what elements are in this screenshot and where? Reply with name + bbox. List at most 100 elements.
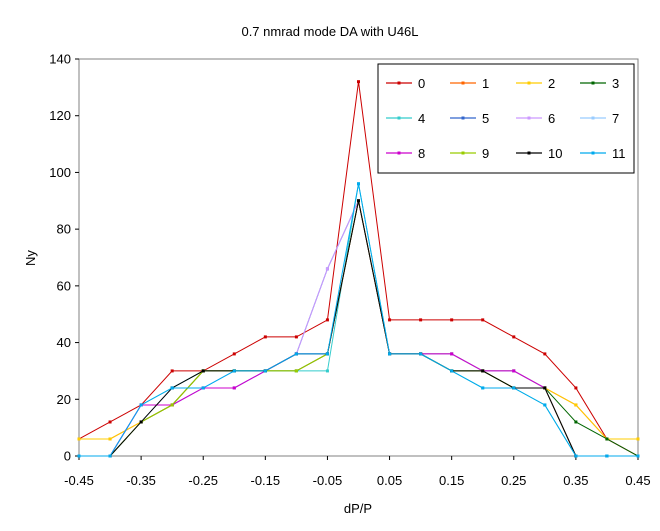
- data-point: [543, 352, 547, 356]
- data-point: [263, 335, 267, 339]
- legend-marker: [397, 81, 401, 85]
- legend-item: 2: [516, 76, 555, 91]
- legend-item: 9: [450, 146, 489, 161]
- series-group: [77, 80, 640, 458]
- legend-item: 6: [516, 111, 555, 126]
- data-point: [170, 403, 174, 407]
- legend-label: 10: [548, 146, 562, 161]
- data-point: [605, 437, 609, 441]
- legend-item: 11: [580, 146, 626, 161]
- legend-label: 0: [418, 76, 425, 91]
- data-point: [450, 352, 454, 356]
- y-tick-label: 100: [49, 165, 71, 180]
- data-point: [481, 369, 485, 373]
- data-point: [77, 454, 81, 458]
- legend-label: 7: [612, 111, 619, 126]
- y-tick-label: 20: [57, 392, 71, 407]
- legend-item: 5: [450, 111, 489, 126]
- legend-marker: [397, 116, 401, 120]
- data-point: [139, 420, 143, 424]
- data-point: [77, 437, 81, 441]
- data-point: [170, 369, 174, 373]
- x-tick-label: 0.15: [439, 473, 464, 488]
- legend-item: 0: [386, 76, 425, 91]
- x-tick-label: 0.05: [377, 473, 402, 488]
- data-point: [232, 369, 236, 373]
- legend-marker: [461, 151, 465, 155]
- x-tick-label: 0.25: [501, 473, 526, 488]
- y-tick-label: 60: [57, 278, 71, 293]
- data-point: [294, 335, 298, 339]
- data-point: [201, 369, 205, 373]
- data-point: [574, 454, 578, 458]
- data-point: [357, 80, 360, 84]
- legend-box: [377, 63, 635, 174]
- data-point: [450, 318, 454, 322]
- data-point: [512, 386, 516, 390]
- data-point: [636, 437, 640, 441]
- data-point: [232, 352, 236, 356]
- data-point: [543, 386, 547, 390]
- data-point: [263, 369, 267, 373]
- legend-label: 3: [612, 76, 619, 91]
- legend-marker: [591, 116, 595, 120]
- data-point: [574, 403, 578, 407]
- legend-label: 8: [418, 146, 425, 161]
- data-point: [108, 437, 112, 441]
- legend-label: 6: [548, 111, 555, 126]
- data-point: [232, 386, 236, 390]
- legend-marker: [591, 81, 595, 85]
- series-11: [77, 182, 640, 458]
- legend-item: 10: [516, 146, 562, 161]
- data-point: [512, 369, 516, 373]
- y-tick-label: 40: [57, 335, 71, 350]
- legend-marker: [397, 151, 401, 155]
- legend-item: 4: [386, 111, 425, 126]
- legend-marker: [461, 116, 465, 120]
- legend-marker: [461, 81, 465, 85]
- data-point: [325, 352, 329, 356]
- x-tick-label: -0.15: [251, 473, 281, 488]
- data-point: [605, 454, 609, 458]
- data-point: [388, 318, 392, 322]
- x-tick-label: -0.05: [313, 473, 343, 488]
- data-point: [108, 454, 112, 458]
- data-point: [636, 454, 640, 458]
- y-tick-label: 120: [49, 108, 71, 123]
- data-point: [170, 386, 174, 390]
- legend-label: 9: [482, 146, 489, 161]
- x-tick-label: -0.45: [64, 473, 94, 488]
- legend-label: 1: [482, 76, 489, 91]
- legend-marker: [527, 151, 531, 155]
- y-tick-label: 80: [57, 222, 71, 237]
- data-point: [419, 352, 423, 356]
- x-tick-label: -0.25: [188, 473, 218, 488]
- data-point: [325, 369, 329, 373]
- legend-marker: [527, 81, 531, 85]
- data-point: [201, 386, 205, 390]
- data-point: [481, 318, 485, 322]
- data-point: [574, 386, 578, 390]
- y-tick-label: 140: [49, 52, 71, 67]
- x-tick-label: 0.45: [625, 473, 650, 488]
- data-point: [294, 352, 298, 356]
- legend-marker: [527, 116, 531, 120]
- data-point: [481, 386, 485, 390]
- y-tick-label: 0: [64, 449, 71, 464]
- y-axis-label: Ny: [23, 250, 38, 266]
- x-axis-label: dP/P: [344, 501, 372, 516]
- data-point: [294, 369, 298, 373]
- data-point: [388, 352, 392, 356]
- data-point: [325, 267, 329, 271]
- legend-item: 1: [450, 76, 489, 91]
- legend-item: 7: [580, 111, 619, 126]
- data-point: [450, 369, 454, 373]
- legend-label: 2: [548, 76, 555, 91]
- x-tick-label: 0.35: [563, 473, 588, 488]
- legend-item: 3: [580, 76, 619, 91]
- data-point: [357, 199, 360, 203]
- legend-marker: [591, 151, 595, 155]
- data-point: [325, 318, 329, 322]
